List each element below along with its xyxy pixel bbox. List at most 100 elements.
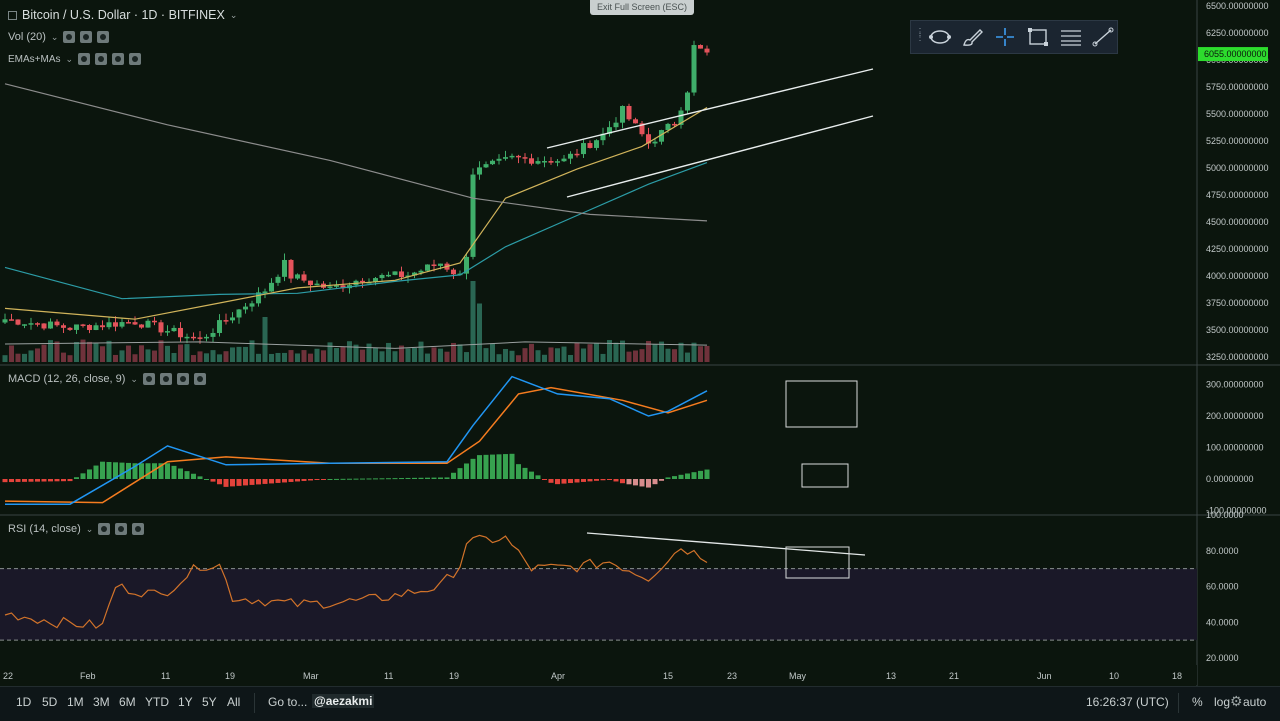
volume-bar — [522, 348, 528, 362]
volume-bar — [347, 341, 352, 362]
crosshair-icon[interactable] — [991, 23, 1019, 51]
range-button-1d[interactable]: 1D — [16, 695, 32, 709]
chevron-down-icon[interactable]: ⌄ — [85, 523, 94, 534]
trendline-icon[interactable] — [1089, 23, 1117, 51]
volume-bar — [405, 348, 411, 362]
volume-bar — [80, 339, 86, 362]
emas-legend[interactable]: EMAs+MAs ⌄ — [8, 53, 142, 65]
range-button-1y[interactable]: 1Y — [178, 695, 193, 709]
volume-bar — [464, 352, 469, 362]
volume-bar — [555, 348, 560, 362]
macd-histogram-bar — [308, 479, 313, 481]
candle-body — [230, 317, 235, 321]
price-tick-label: 4750.00000000 — [1206, 190, 1269, 200]
range-button-3m[interactable]: 3M — [93, 695, 110, 709]
range-button-6m[interactable]: 6M — [119, 695, 136, 709]
rsi-legend[interactable]: RSI (14, close) ⌄ — [8, 523, 145, 535]
volume-bar — [100, 346, 105, 362]
settings-icon[interactable] — [95, 53, 108, 65]
macd-histogram-bar — [444, 477, 450, 479]
candle-body — [191, 336, 196, 339]
visibility-icon[interactable] — [98, 523, 111, 535]
log-scale-button[interactable]: log — [1214, 695, 1231, 709]
candle-body — [685, 92, 690, 111]
settings-icon[interactable] — [80, 31, 93, 43]
chevron-down-icon[interactable]: ⌄ — [130, 373, 138, 384]
candle-body — [613, 122, 619, 128]
range-button-5d[interactable]: 5D — [42, 695, 58, 709]
lines-icon[interactable] — [1057, 23, 1085, 51]
settings-icon[interactable] — [159, 373, 172, 385]
lasso-icon[interactable] — [926, 23, 954, 51]
macd-histogram-bar — [600, 479, 606, 481]
candle-body — [496, 158, 502, 161]
settings-icon[interactable] — [115, 523, 128, 535]
macd-histogram-bar — [457, 468, 463, 479]
gear-icon[interactable]: ⚙ — [1230, 693, 1243, 709]
close-icon[interactable] — [132, 523, 145, 535]
volume-bar — [581, 348, 586, 362]
source-icon[interactable] — [112, 53, 125, 65]
chevron-down-icon[interactable]: ⌄ — [229, 9, 238, 20]
volume-bar — [9, 345, 14, 362]
volume-bar — [535, 350, 541, 362]
clock-label[interactable]: 16:26:37 (UTC) — [1086, 695, 1169, 709]
candle-body — [477, 167, 482, 175]
visibility-icon[interactable] — [78, 53, 91, 65]
volume-legend[interactable]: Vol (20) ⌄ — [8, 31, 110, 43]
candle-body — [483, 164, 489, 168]
close-icon[interactable] — [193, 373, 206, 385]
macd-tick-label: 300.00000000 — [1206, 380, 1264, 390]
macd-tick-label: 0.00000000 — [1206, 474, 1254, 484]
candle-body — [301, 274, 307, 281]
macd-histogram-bar — [41, 479, 47, 482]
exit-fullscreen-button[interactable]: Exit Full Screen (ESC) — [590, 0, 694, 15]
volume-bar — [360, 349, 365, 362]
volume-bar — [262, 317, 268, 362]
macd-histogram-bar — [613, 479, 619, 482]
symbol-legend[interactable]: Bitcoin / U.S. Dollar · 1D · BITFINEX ⌄ — [8, 8, 237, 22]
range-button-1m[interactable]: 1M — [67, 695, 84, 709]
macd-histogram-bar — [87, 469, 92, 479]
close-icon[interactable] — [129, 53, 142, 65]
macd-histogram-bar — [145, 463, 151, 479]
source-icon[interactable] — [176, 373, 189, 385]
visibility-icon[interactable] — [142, 373, 155, 385]
range-button-5y[interactable]: 5Y — [202, 695, 217, 709]
auto-scale-button[interactable]: auto — [1243, 695, 1267, 709]
chevron-down-icon[interactable]: ⌄ — [50, 31, 59, 42]
volume-bar — [2, 355, 8, 362]
macd-histogram-bar — [574, 479, 580, 483]
chevron-down-icon[interactable]: ⌄ — [65, 53, 74, 64]
candle-body — [48, 321, 53, 329]
range-button-ytd[interactable]: YTD — [145, 695, 169, 709]
macd-histogram-bar — [548, 479, 554, 483]
macd-legend[interactable]: MACD (12, 26, close, 9) ⌄ — [8, 373, 206, 385]
candle-body — [22, 324, 27, 326]
rectangle-icon[interactable] — [1024, 23, 1052, 51]
visibility-icon[interactable] — [63, 31, 76, 43]
candle-body — [308, 280, 313, 286]
volume-bar — [516, 355, 521, 362]
macd-histogram-bar — [2, 479, 8, 483]
brush-icon[interactable] — [959, 23, 987, 51]
grip-icon[interactable]: ⋮ ⋮ — [915, 27, 925, 43]
volume-bar — [321, 350, 326, 362]
macd-histogram-bar — [191, 473, 196, 479]
volume-bar — [158, 340, 164, 362]
volume-bar — [74, 341, 79, 362]
volume-label: Vol (20) — [8, 31, 46, 43]
candle-body — [386, 274, 391, 277]
candle-body — [262, 291, 268, 293]
volume-bar — [269, 353, 274, 362]
candle-body — [15, 319, 21, 325]
macd-histogram-bar — [646, 479, 651, 488]
macd-highlight-box — [785, 380, 858, 428]
close-icon[interactable] — [97, 31, 110, 43]
drawing-toolbar: ⋮ ⋮ — [910, 20, 1118, 54]
goto-button[interactable]: Go to... — [268, 695, 308, 709]
percent-scale-button[interactable]: % — [1192, 695, 1203, 709]
range-button-all[interactable]: All — [227, 695, 241, 709]
collapse-icon[interactable] — [8, 10, 17, 20]
